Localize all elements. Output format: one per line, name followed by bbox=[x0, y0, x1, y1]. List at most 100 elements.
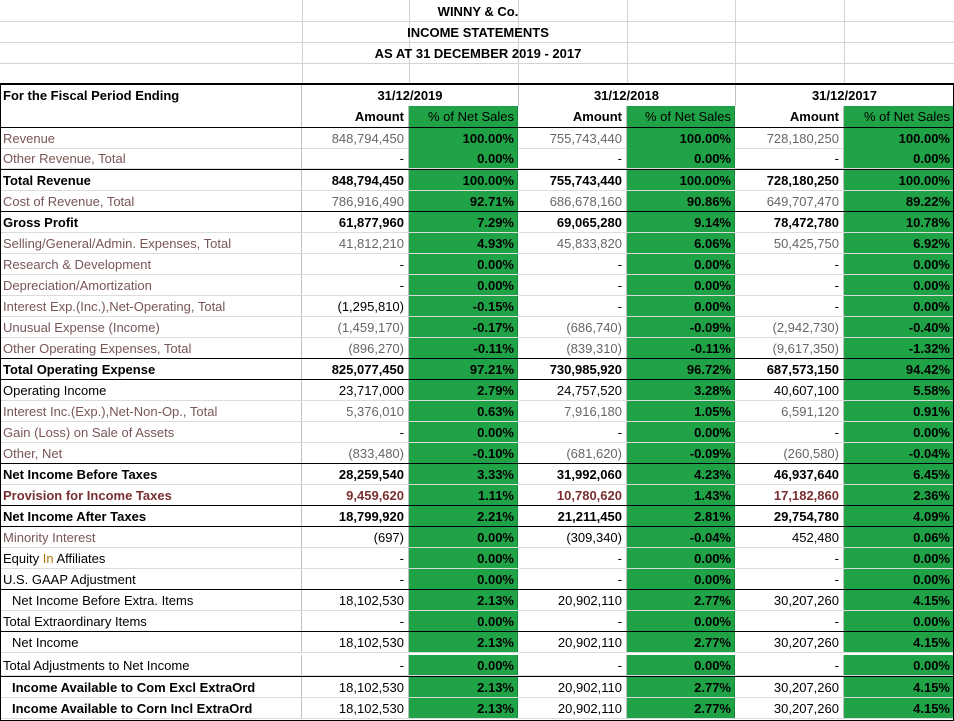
pct-cell: 0.00% bbox=[627, 422, 735, 443]
pct-cell: 100.00% bbox=[627, 170, 735, 191]
amount-cell: - bbox=[302, 148, 409, 169]
year-2018: 31/12/2018 bbox=[518, 85, 736, 106]
separator bbox=[0, 358, 954, 359]
amount-cell: 848,794,450 bbox=[302, 170, 409, 191]
row-label: Revenue bbox=[0, 128, 302, 149]
header-bottom-border bbox=[0, 127, 954, 128]
pct-cell: 0.00% bbox=[844, 569, 954, 590]
amount-header: Amount bbox=[518, 106, 627, 127]
pct-cell: 3.28% bbox=[627, 380, 735, 401]
amount-header: Amount bbox=[302, 106, 409, 127]
amount-cell: - bbox=[735, 611, 844, 632]
row-label: Total Revenue bbox=[0, 170, 302, 191]
row-label: Income Available to Corn Incl ExtraOrd bbox=[0, 698, 302, 719]
amount-cell: - bbox=[735, 148, 844, 169]
pct-cell: 4.15% bbox=[844, 632, 954, 653]
separator bbox=[0, 379, 954, 380]
pct-cell: 0.00% bbox=[844, 296, 954, 317]
pct-cell: -0.40% bbox=[844, 317, 954, 338]
pct-cell: 100.00% bbox=[844, 128, 954, 149]
separator bbox=[0, 589, 954, 590]
pct-cell: 2.36% bbox=[844, 485, 954, 506]
pct-cell: 96.72% bbox=[627, 359, 735, 380]
amount-cell: 20,902,110 bbox=[518, 590, 627, 611]
pct-cell: 0.00% bbox=[627, 611, 735, 632]
pct-cell: 2.13% bbox=[409, 632, 518, 653]
row-label: Net Income Before Extra. Items bbox=[0, 590, 302, 611]
pct-cell: 2.13% bbox=[409, 590, 518, 611]
pct-cell: 1.11% bbox=[409, 485, 518, 506]
amount-cell: - bbox=[518, 548, 627, 569]
table-row: Total Extraordinary Items -0.00% -0.00% -0.… bbox=[0, 611, 954, 632]
pct-cell: 100.00% bbox=[627, 128, 735, 149]
row-divider bbox=[0, 718, 954, 719]
amount-cell: 46,937,640 bbox=[735, 464, 844, 485]
amount-cell: (1,459,170) bbox=[302, 317, 409, 338]
pct-cell: 10.78% bbox=[844, 212, 954, 233]
table-row: Operating Income 23,717,000 2.79% 24,757,52… bbox=[0, 380, 954, 401]
pct-cell: 1.05% bbox=[627, 401, 735, 422]
table-row: Provision for Income Taxes 9,459,620 1.11%… bbox=[0, 485, 954, 506]
amount-cell: - bbox=[302, 611, 409, 632]
pct-cell: 6.06% bbox=[627, 233, 735, 254]
amount-cell: 687,573,150 bbox=[735, 359, 844, 380]
table-row: Total Operating Expense 825,077,450 97.21%… bbox=[0, 359, 954, 380]
amount-cell: - bbox=[302, 422, 409, 443]
row-label: Other, Net bbox=[0, 443, 302, 464]
amount-cell: 786,916,490 bbox=[302, 191, 409, 212]
pct-cell: 4.15% bbox=[844, 590, 954, 611]
separator bbox=[0, 676, 954, 677]
pct-cell: 4.23% bbox=[627, 464, 735, 485]
pct-cell: 0.00% bbox=[627, 254, 735, 275]
row-label: Unusual Expense (Income) bbox=[0, 317, 302, 338]
pct-cell: 90.86% bbox=[627, 191, 735, 212]
amount-cell: 18,102,530 bbox=[302, 698, 409, 719]
row-divider bbox=[0, 568, 954, 569]
row-label: Net Income bbox=[0, 632, 302, 653]
pct-cell: 0.00% bbox=[627, 569, 735, 590]
amount-cell: 452,480 bbox=[735, 527, 844, 548]
amount-cell: 20,902,110 bbox=[518, 677, 627, 698]
pct-cell: 0.63% bbox=[409, 401, 518, 422]
gridline bbox=[0, 63, 954, 64]
table-row: Net Income Before Extra. Items 18,102,530… bbox=[0, 590, 954, 611]
amount-cell: 686,678,160 bbox=[518, 191, 627, 212]
pct-cell: 2.77% bbox=[627, 590, 735, 611]
amount-cell: 31,992,060 bbox=[518, 464, 627, 485]
pct-cell: 94.42% bbox=[844, 359, 954, 380]
amount-cell: (1,295,810) bbox=[302, 296, 409, 317]
pct-cell: -0.17% bbox=[409, 317, 518, 338]
pct-cell: 0.00% bbox=[409, 275, 518, 296]
pct-cell: 6.92% bbox=[844, 233, 954, 254]
pct-cell: 0.00% bbox=[844, 548, 954, 569]
amount-cell: 23,717,000 bbox=[302, 380, 409, 401]
amount-cell: - bbox=[302, 655, 409, 676]
amount-cell: 755,743,440 bbox=[518, 128, 627, 149]
amount-cell: 30,207,260 bbox=[735, 677, 844, 698]
header-row-columns: Amount % of Net Sales Amount % of Net Sa… bbox=[0, 106, 954, 127]
pct-cell: 0.00% bbox=[844, 148, 954, 169]
table-row: Net Income Before Taxes 28,259,540 3.33% 31… bbox=[0, 464, 954, 485]
pct-cell: 6.45% bbox=[844, 464, 954, 485]
table-row: Other Operating Expenses, Total (896,270)… bbox=[0, 338, 954, 359]
pct-cell: 2.77% bbox=[627, 632, 735, 653]
amount-cell: 18,799,920 bbox=[302, 506, 409, 527]
amount-cell: (260,580) bbox=[735, 443, 844, 464]
pct-cell: 7.29% bbox=[409, 212, 518, 233]
pct-header: % of Net Sales bbox=[627, 106, 735, 127]
amount-cell: - bbox=[518, 422, 627, 443]
amount-cell: 20,902,110 bbox=[518, 632, 627, 653]
pct-cell: 0.00% bbox=[409, 611, 518, 632]
row-divider bbox=[0, 652, 954, 653]
amount-cell: - bbox=[735, 422, 844, 443]
pct-cell: -0.04% bbox=[627, 527, 735, 548]
pct-cell: 5.58% bbox=[844, 380, 954, 401]
pct-cell: 0.00% bbox=[627, 548, 735, 569]
pct-cell: -0.09% bbox=[627, 317, 735, 338]
row-label: Net Income After Taxes bbox=[0, 506, 302, 527]
table-row: Other Revenue, Total -0.00% -0.00% -0.00% bbox=[0, 148, 954, 169]
row-divider bbox=[0, 253, 954, 254]
amount-cell: (686,740) bbox=[518, 317, 627, 338]
table-row: Net Income After Taxes 18,799,920 2.21% 21,… bbox=[0, 506, 954, 527]
